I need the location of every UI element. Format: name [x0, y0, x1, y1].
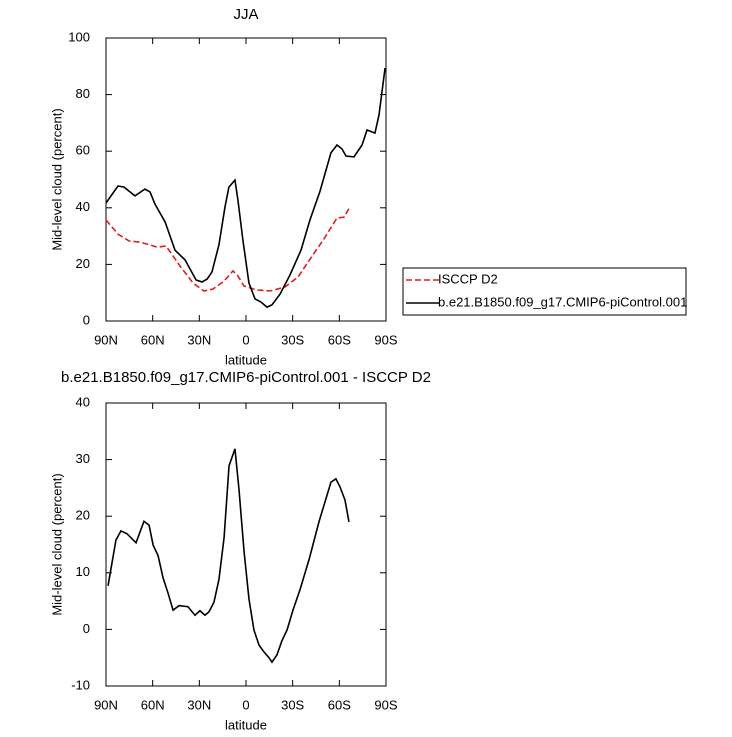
x-tick-label: 0: [242, 332, 249, 347]
y-tick-label: 80: [76, 86, 90, 101]
x-tick-label: 60S: [328, 332, 351, 347]
plot-frame: [105, 37, 387, 322]
x-tick-label: 60S: [328, 697, 351, 712]
y-axis-label: Mid-level cloud (percent): [49, 108, 64, 250]
y-tick-label: 0: [83, 621, 90, 636]
y-tick-label: 60: [76, 143, 90, 158]
x-axis-label: latitude: [225, 717, 267, 732]
y-tick-label: 40: [76, 199, 90, 214]
chart-title: b.e21.B1850.f09_g17.CMIP6-piControl.001 …: [61, 369, 431, 386]
y-tick-label: 40: [76, 394, 90, 409]
plot-frame: [105, 402, 387, 687]
y-axis-label: Mid-level cloud (percent): [49, 473, 64, 615]
x-tick-label: 30N: [187, 697, 211, 712]
x-tick-label: 0: [242, 697, 249, 712]
data-line: [105, 67, 386, 309]
x-tick-label: 30S: [281, 332, 304, 347]
y-tick-label: 100: [68, 29, 90, 44]
x-tick-label: 60N: [141, 697, 165, 712]
y-tick-label: 0: [83, 312, 90, 327]
chart-title: JJA: [233, 6, 258, 23]
y-tick-label: 10: [76, 564, 90, 579]
y-tick-label: -10: [71, 677, 90, 692]
x-tick-label: 90N: [94, 697, 118, 712]
legend-label: ISCCP D2: [438, 271, 498, 286]
x-axis-label: latitude: [225, 352, 267, 367]
x-tick-label: 90S: [374, 332, 397, 347]
y-tick-label: 20: [76, 256, 90, 271]
legend-label: b.e21.B1850.f09_g17.CMIP6-piControl.001: [438, 294, 687, 309]
legend-box: [402, 267, 687, 316]
x-tick-label: 90S: [374, 697, 397, 712]
y-tick-label: 20: [76, 508, 90, 523]
y-tick-label: 30: [76, 451, 90, 466]
x-tick-label: 30N: [187, 332, 211, 347]
data-line: [105, 206, 351, 292]
data-line: [107, 448, 350, 664]
x-tick-label: 30S: [281, 697, 304, 712]
x-tick-label: 90N: [94, 332, 118, 347]
x-tick-label: 60N: [141, 332, 165, 347]
